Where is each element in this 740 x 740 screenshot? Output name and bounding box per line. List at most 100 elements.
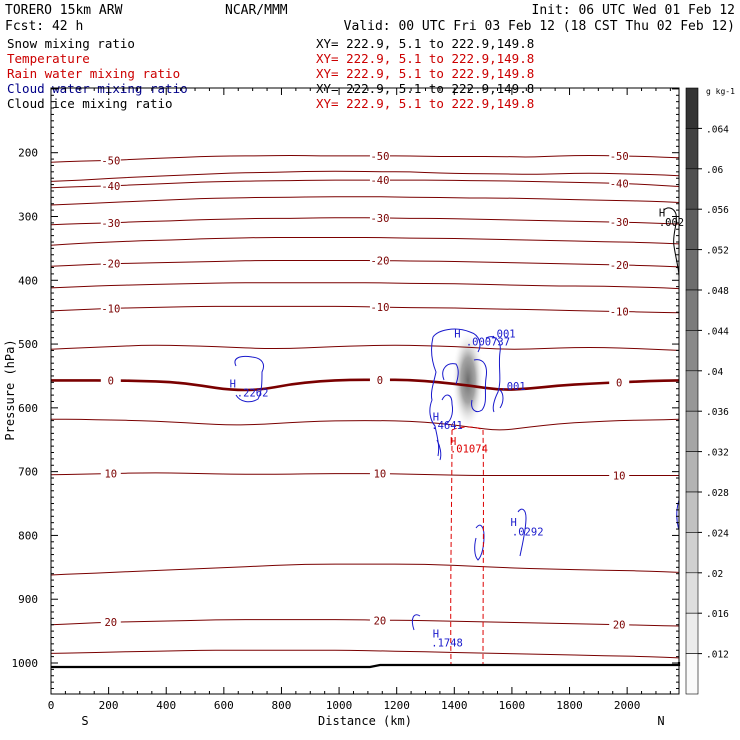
temperature-contour [51,282,679,290]
model-title: TORERO 15km ARW [5,3,123,18]
temperature-label-bg [369,174,390,186]
temperature-label-bg [609,618,630,630]
temperature-label-bg [609,177,630,189]
cloud-water-contour [676,499,679,531]
y-tick-label: 1000 [12,657,39,670]
cloud-ice-contours [663,207,679,284]
temperature-label: 20 [613,620,626,632]
valid-time: Valid: 00 UTC Fri 03 Feb 12 (18 CST Thu … [344,19,735,34]
rain-water-contour [450,429,453,666]
colorbar-tick-label: .056 [706,205,729,216]
temperature-contour [51,305,679,314]
temperature-label-bg [100,374,121,386]
y-tick-label: 600 [18,402,38,415]
temperature-label: -50 [370,151,389,163]
temperature-contour [51,154,679,163]
x-tick-label: 400 [156,699,176,712]
colorbar-swatch [685,572,699,614]
x-tick-label: 1000 [326,699,353,712]
temperature-label: -50 [610,151,629,163]
temperature-label-bg [100,467,121,479]
temperature-label-bg [369,254,390,266]
colorbar-tick-label: .044 [706,326,729,337]
temperature-labels: -50 -50 -50 -40 -40 -40 -30 -30 -30 -20 -20 -20 -10 -… [100,149,630,632]
cloud-water-contour [471,359,487,413]
x-axis-ticks: 0 200 400 600 800 1000 1200 1400 1600 1800 2000 [48,88,671,712]
cloud-water-contour [485,336,501,413]
cloud-water-contour [436,439,442,461]
temperature-label-bg [369,149,390,161]
x-tick-label: 1800 [556,699,583,712]
temperature-contour [51,378,679,392]
rain-water-label: .01074 [450,444,488,456]
cloud-water-contour [474,524,485,561]
temperature-contour [51,179,679,189]
colorbar-swatch [685,168,699,210]
temperature-label-bg [609,149,630,161]
temperature-label: -40 [610,178,629,190]
colorbar-tick-label: .052 [706,246,729,257]
y-tick-label: 300 [18,210,38,223]
temperature-label-bg [100,216,121,228]
temperature-label: -30 [101,218,120,230]
temperature-label-bg [369,373,390,385]
colorbar-tick-label: .064 [706,124,729,135]
temperature-label: 10 [104,469,117,481]
temperature-contour [51,217,679,226]
cloud-water-label: .000737 [466,336,510,348]
temperature-label-bg [100,616,121,628]
cloud-water-contour [441,394,453,425]
x-tick-label: 0 [48,699,55,712]
colorbar-swatch [685,410,699,452]
temperature-contour [51,563,679,576]
x-tick-label: 1600 [499,699,526,712]
colorbar-tick-label: .032 [706,448,729,459]
temperature-contour [51,236,679,246]
plot-frame [50,87,680,695]
rain-water-labels: H.01074 [450,436,488,456]
temperature-label: -10 [610,307,629,319]
temperature-label-bg [609,469,630,481]
colorbar-swatch [685,491,699,533]
cloud-ice-contour [663,207,679,284]
temperature-label: -10 [370,302,389,314]
temperature-label-bg [609,216,630,228]
field-xy: XY= 222.9, 5.1 to 222.9,149.8 [316,51,534,66]
cloud-water-label: H [510,517,516,529]
temperature-contour [51,259,679,268]
field-name: Temperature [7,51,90,66]
cloud-water-contour [499,389,504,409]
temperature-label: 0 [616,377,622,389]
x-axis-label: Distance (km) [318,714,412,728]
init-time: Init: 06 UTC Wed 01 Feb 12 [532,3,736,18]
cloud-water-label: H [433,412,439,424]
cloud-water-label: H [433,628,439,640]
colorbar-swatch [685,370,699,412]
center-name: NCAR/MMM [225,3,288,18]
x-tick-label: 1200 [383,699,410,712]
colorbar-swatch [685,208,699,250]
temperature-label: 10 [374,469,387,481]
field-xy: XY= 222.9, 5.1 to 222.9,149.8 [316,96,534,111]
cloud-water-contour [432,328,481,353]
cloud-water-label: .1748 [431,637,463,649]
temperature-label-bg [369,614,390,626]
temperature-contour [51,649,679,659]
colorbar-swatch [685,249,699,291]
temperature-label: 10 [613,470,626,482]
cloud-water-label: .2262 [237,387,269,399]
x-tick-label: 800 [272,699,292,712]
y-tick-label: 900 [18,593,38,606]
temperature-label: -30 [370,213,389,225]
x-tick-label: 1400 [441,699,468,712]
cloud-water-contours [234,328,679,631]
cloud-water-label: H [230,378,236,390]
temperature-label: 20 [104,617,117,629]
north-end-label: N [657,714,664,728]
temperature-label-bg [369,301,390,313]
temperature-label: -20 [370,256,389,268]
y-tick-label: 500 [18,338,38,351]
south-end-label: S [81,714,88,728]
temperature-label: -30 [610,217,629,229]
temperature-label-bg [100,257,121,269]
